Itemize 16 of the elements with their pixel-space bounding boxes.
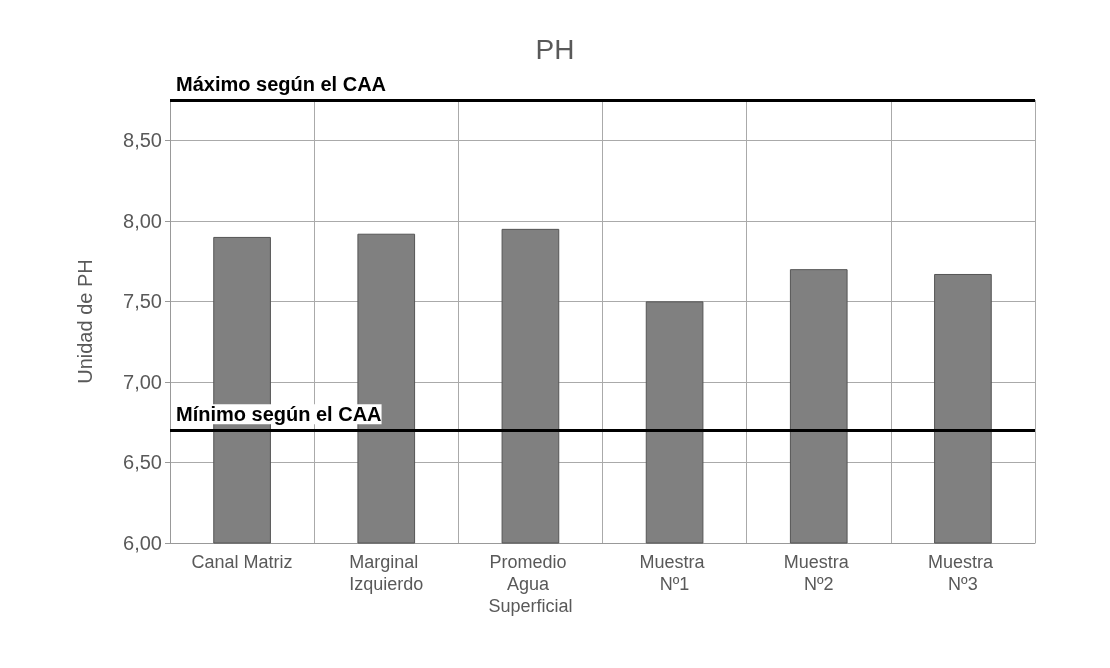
- y-axis-title: Unidad de PH: [74, 259, 96, 384]
- x-tick-label: Muestra Nº3: [927, 552, 998, 594]
- y-tick-label: 6,00: [123, 532, 162, 554]
- x-tick-label: Muestra Nº1: [639, 552, 710, 594]
- x-tick-label: Promedio Agua Superficial: [488, 552, 573, 616]
- ref-line-label: Mínimo según el CAA: [176, 403, 382, 426]
- x-tick-label: Marginal Izquierdo: [349, 552, 424, 594]
- y-tick-label: 7,50: [123, 290, 162, 313]
- y-tick-label: 6,50: [123, 451, 162, 474]
- ref-line-label: Máximo según el CAA: [176, 73, 387, 95]
- y-tick-label: 7,00: [123, 370, 162, 393]
- x-tick-label: Muestra Nº2: [783, 552, 854, 594]
- chart-title: PH: [535, 33, 575, 65]
- x-tick-label: Canal Matriz: [191, 552, 293, 572]
- y-tick-label: 8,00: [123, 209, 162, 232]
- y-tick-label: 8,50: [123, 129, 162, 152]
